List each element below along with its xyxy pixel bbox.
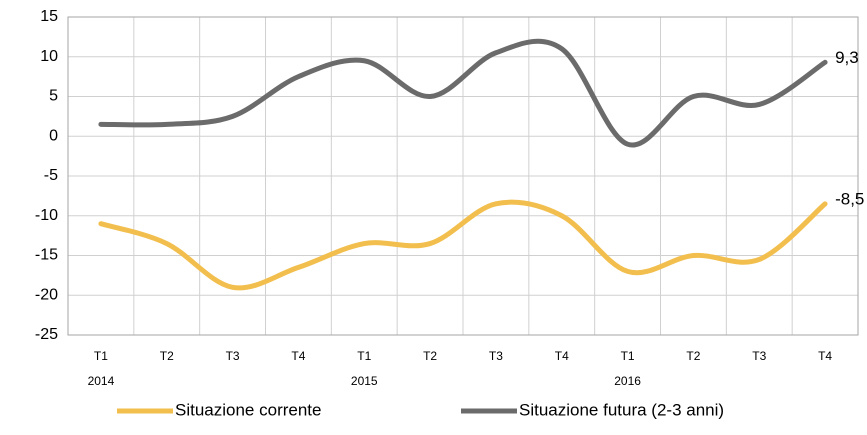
y-tick-label: 0 (49, 127, 58, 144)
legend-label: Situazione corrente (175, 400, 321, 419)
x-tick-label: T1 (357, 349, 371, 363)
x-tick-label: T2 (160, 349, 174, 363)
x-tick-label: T2 (423, 349, 437, 363)
x-tick-label: T4 (291, 349, 305, 363)
plot-border (67, 16, 859, 336)
x-group-label: 2016 (614, 374, 641, 388)
data-label: 9,3 (835, 48, 859, 67)
y-tick-label: -15 (35, 247, 58, 264)
x-tick-label: T1 (94, 349, 108, 363)
x-tick-label: T1 (621, 349, 635, 363)
x-tick-label: T4 (818, 349, 832, 363)
data-label: -8,5 (835, 189, 864, 208)
x-tick-label: T3 (226, 349, 240, 363)
y-tick-label: 10 (40, 48, 58, 65)
series-line (98, 38, 828, 148)
y-tick-label: 15 (40, 8, 58, 25)
x-tick-label: T2 (686, 349, 700, 363)
x-tick-label: T3 (752, 349, 766, 363)
y-tick-label: -20 (35, 286, 58, 303)
y-tick-label: 5 (49, 88, 58, 105)
x-tick-label: T4 (555, 349, 569, 363)
y-tick-label: -5 (44, 167, 58, 184)
legend-label: Situazione futura (2-3 anni) (519, 400, 724, 419)
y-tick-label: -25 (35, 326, 58, 343)
y-tick-label: -10 (35, 207, 58, 224)
x-tick-label: T3 (489, 349, 503, 363)
x-group-label: 2014 (88, 374, 115, 388)
series-line (98, 199, 828, 291)
x-group-label: 2015 (351, 374, 378, 388)
